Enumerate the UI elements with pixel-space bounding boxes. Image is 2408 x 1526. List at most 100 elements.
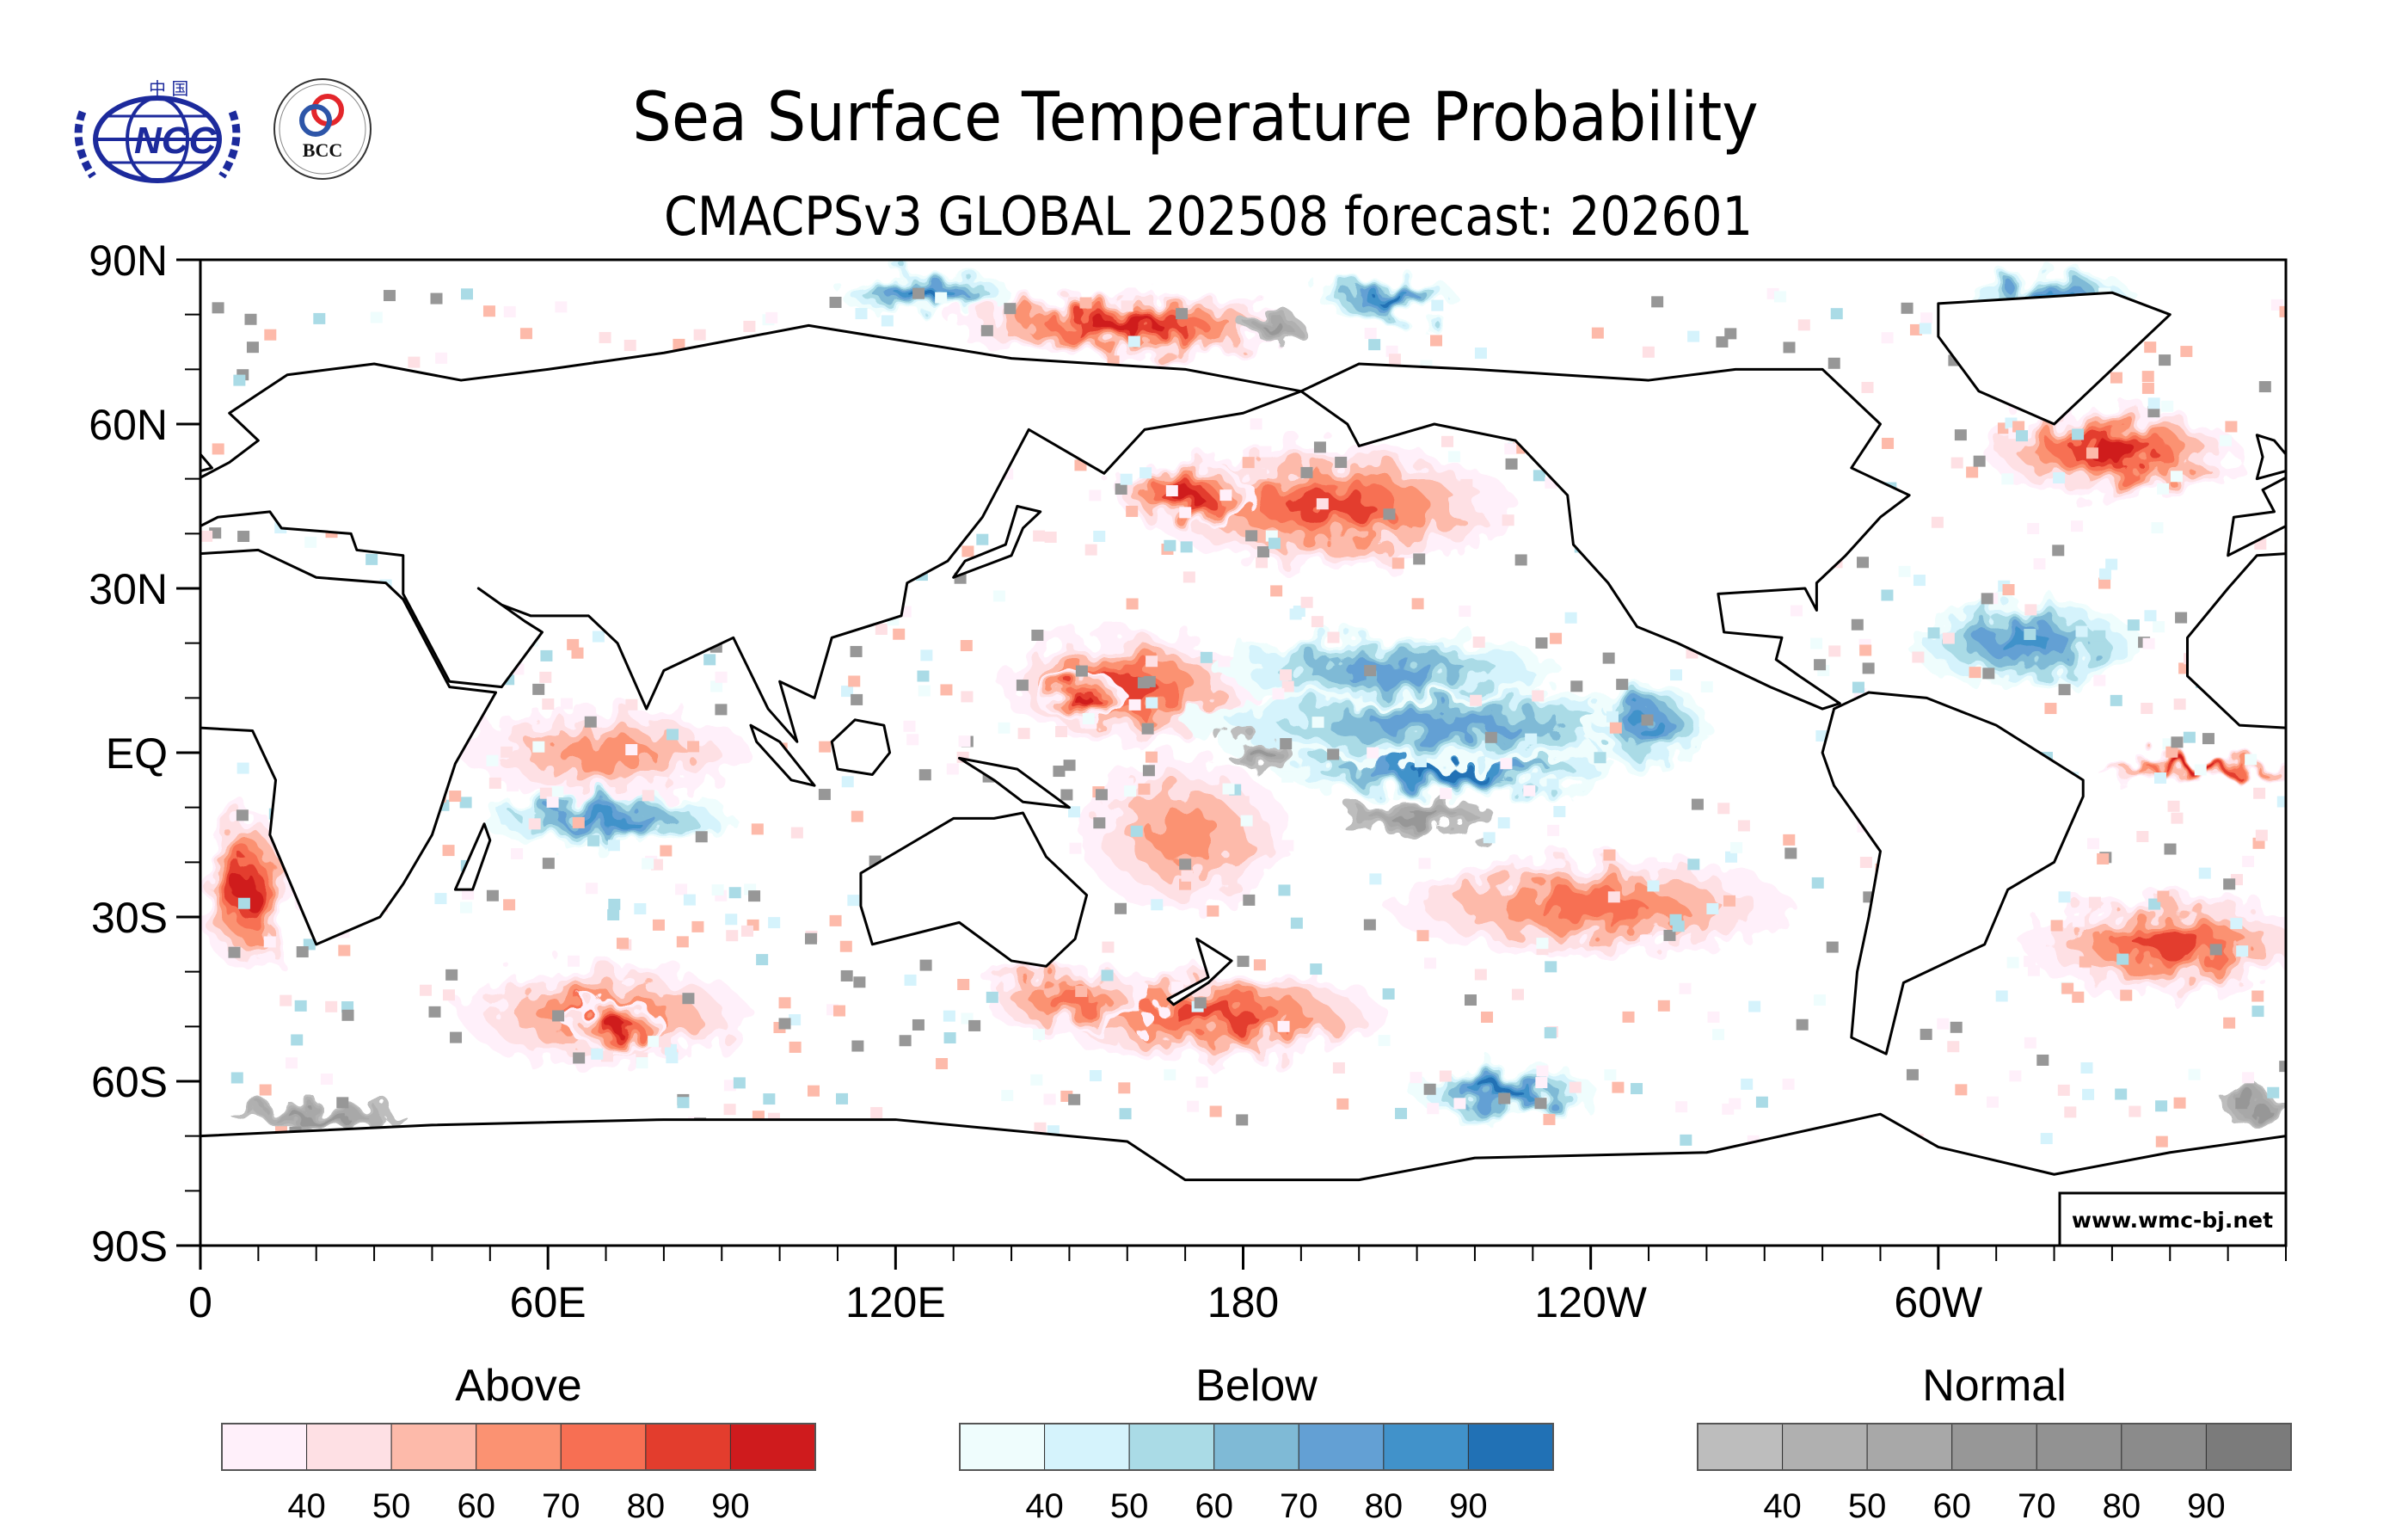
field-cell <box>1368 339 1381 351</box>
y-axis-labels: 90N 60N 30N EQ 30S 60S 90S <box>89 237 168 1271</box>
field-cell <box>539 671 552 683</box>
field-cell <box>1711 1029 1724 1041</box>
field-cell <box>1814 659 1827 671</box>
legend-bar-frame <box>1697 1423 2292 1471</box>
field-cell <box>1973 455 1986 467</box>
field-cell <box>2024 956 2036 968</box>
field-cell <box>1755 1096 1768 1108</box>
field-cell <box>532 741 545 753</box>
field-cell <box>1898 565 1911 577</box>
field-cell <box>341 1009 354 1021</box>
x-tick-label: 0 <box>188 1278 212 1326</box>
field-cell <box>1609 722 1622 734</box>
field-cell <box>1459 605 1471 617</box>
field-cell <box>940 684 953 696</box>
field-cell <box>1550 632 1563 644</box>
field-cell <box>1164 539 1176 551</box>
field-cell <box>264 329 277 341</box>
field-cell <box>2142 637 2155 649</box>
field-cell <box>1986 1096 1999 1108</box>
field-cell <box>765 311 778 323</box>
field-cell <box>2064 1106 2077 1118</box>
legend-swatch <box>1298 1423 1385 1471</box>
field-cell <box>1423 957 1436 969</box>
region-indian-warm <box>461 709 751 797</box>
field-cell <box>2219 434 2232 446</box>
field-cell <box>2077 968 2090 980</box>
field-cell <box>2253 787 2266 799</box>
field-cell <box>1053 766 1066 778</box>
field-cell <box>1857 557 1870 569</box>
field-cell <box>1453 1098 1466 1110</box>
field-cell <box>789 1041 802 1053</box>
field-cell <box>648 1036 660 1048</box>
legend-swatch <box>1383 1423 1469 1471</box>
field-cell <box>1256 546 1269 558</box>
field-cell <box>2153 621 2165 633</box>
landmass-uk <box>200 452 213 473</box>
field-cell <box>723 1104 736 1116</box>
field-cell <box>2087 838 2100 850</box>
field-cell <box>320 1074 333 1086</box>
field-cell <box>1414 755 1427 767</box>
field-cell <box>1300 466 1313 478</box>
field-cell <box>488 777 501 789</box>
field-cell <box>763 1093 776 1105</box>
field-cell <box>1256 557 1268 569</box>
x-tick-label: 120E <box>845 1278 946 1326</box>
field-cell <box>1181 870 1194 882</box>
field-cell <box>1969 667 1981 679</box>
field-cell <box>608 898 621 910</box>
field-cell <box>486 754 499 766</box>
legend-swatch <box>1128 1423 1215 1471</box>
field-cell <box>1826 941 1839 953</box>
legend-swatch <box>2121 1423 2207 1471</box>
field-cell <box>1218 655 1231 668</box>
field-cell <box>1995 990 2008 1002</box>
field-cell <box>1612 1081 1625 1093</box>
coastlines <box>200 291 2286 1246</box>
field-cell <box>1316 498 1329 510</box>
field-cell <box>1378 1035 1391 1047</box>
legend-below: Below 40 50 60 70 80 90 <box>959 1361 1554 1525</box>
field-cell <box>1369 873 1382 885</box>
field-cell <box>1505 458 1518 470</box>
field-cell <box>2075 625 2088 637</box>
field-cell <box>1937 1018 1950 1030</box>
field-cell <box>572 816 585 828</box>
field-cell <box>1165 485 1178 497</box>
field-cell <box>703 654 716 666</box>
field-cell <box>1947 1041 1960 1053</box>
region-south-indian-cold <box>478 791 734 846</box>
field-cell <box>1332 1061 1345 1074</box>
field-cell <box>1289 608 1302 620</box>
field-cell <box>1440 787 1453 799</box>
field-cell <box>642 858 654 870</box>
field-cell <box>2251 1006 2264 1018</box>
field-cell <box>875 623 888 635</box>
field-cell <box>2002 584 2015 596</box>
field-cell <box>1016 680 1029 692</box>
field-cell <box>1075 986 1088 998</box>
field-cell <box>1140 467 1152 479</box>
field-cell <box>666 729 679 741</box>
field-cell <box>571 647 584 659</box>
field-cell <box>1278 884 1291 896</box>
field-cell <box>960 640 973 652</box>
legend-swatch <box>645 1423 731 1471</box>
field-cell <box>486 889 499 901</box>
field-cell <box>1641 714 1654 726</box>
field-cell <box>1920 1028 1932 1040</box>
landmass-japan <box>952 505 1042 579</box>
field-cell <box>1089 1069 1102 1081</box>
field-cell <box>715 671 728 683</box>
field-cell <box>1950 457 1963 469</box>
legend-swatch <box>2205 1423 2292 1471</box>
field-cell <box>1236 1114 1249 1126</box>
field-cell <box>906 734 919 746</box>
field-cell <box>1470 694 1483 706</box>
field-cell <box>2053 472 2066 484</box>
field-cell <box>1622 1011 1635 1023</box>
field-cell <box>1472 636 1485 648</box>
field-cell <box>1439 1070 1452 1082</box>
